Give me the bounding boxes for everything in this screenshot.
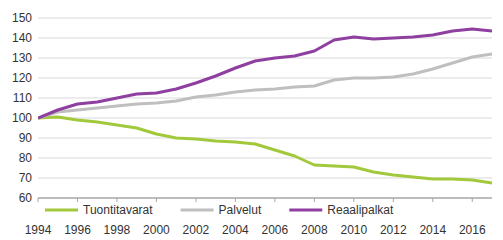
- x-tick: [472, 198, 473, 202]
- grid-line: [38, 138, 492, 139]
- x-tick-label: 2008: [301, 223, 328, 237]
- y-tick-label: 90: [19, 131, 33, 145]
- x-tick: [432, 198, 433, 202]
- grid-line: [38, 198, 492, 199]
- x-tick: [77, 198, 78, 202]
- x-tick-label: 2016: [459, 223, 486, 237]
- x-tick-label: 2002: [183, 223, 210, 237]
- x-tick: [38, 198, 39, 202]
- y-tick-label: 70: [19, 171, 33, 185]
- y-tick-label: 100: [12, 111, 32, 125]
- legend-label: Palvelut: [219, 203, 262, 217]
- x-tick-label: 2014: [419, 223, 446, 237]
- chart: 60 70 80 90 100 110 120 130 140 150 1994 1996 1998 20…: [0, 0, 503, 240]
- y-tick-label: 60: [19, 191, 33, 205]
- grid-line: [38, 78, 492, 79]
- y-tick-label: 80: [19, 151, 33, 165]
- y-tick-label: 140: [12, 31, 32, 45]
- y-tick-label: 150: [12, 11, 32, 25]
- legend-swatch: [45, 209, 78, 212]
- x-tick: [116, 198, 117, 202]
- legend-label: Reaalipalkat: [327, 203, 394, 217]
- x-tick: [235, 198, 236, 202]
- x-tick: [353, 198, 354, 202]
- x-tick: [156, 198, 157, 202]
- y-tick-label: 120: [12, 71, 32, 85]
- legend-label: Tuontitavarat: [83, 203, 153, 217]
- x-tick: [274, 198, 275, 202]
- legend-swatch: [289, 209, 322, 212]
- legend-swatch: [181, 209, 214, 212]
- x-tick-label: 2010: [340, 223, 367, 237]
- series-line: [38, 29, 492, 118]
- x-tick-label: 2004: [222, 223, 249, 237]
- x-tick: [195, 198, 196, 202]
- y-tick-label: 130: [12, 51, 32, 65]
- grid-line: [38, 98, 492, 99]
- x-axis-line: [38, 198, 492, 199]
- x-tick-label: 1996: [64, 223, 91, 237]
- grid-line: [38, 38, 492, 39]
- x-tick: [393, 198, 394, 202]
- series-line: [38, 117, 492, 183]
- x-tick-label: 2000: [143, 223, 170, 237]
- x-tick-label: 2006: [262, 223, 289, 237]
- series-line: [38, 54, 492, 118]
- plot-lines: [38, 29, 492, 183]
- x-tick: [314, 198, 315, 202]
- grid-line: [38, 118, 492, 119]
- x-tick-label: 1998: [104, 223, 131, 237]
- x-tick-label: 1994: [25, 223, 52, 237]
- grid-line: [38, 18, 492, 19]
- y-tick-label: 110: [13, 91, 32, 105]
- x-tick-label: 2012: [380, 223, 407, 237]
- grid-line: [38, 158, 492, 159]
